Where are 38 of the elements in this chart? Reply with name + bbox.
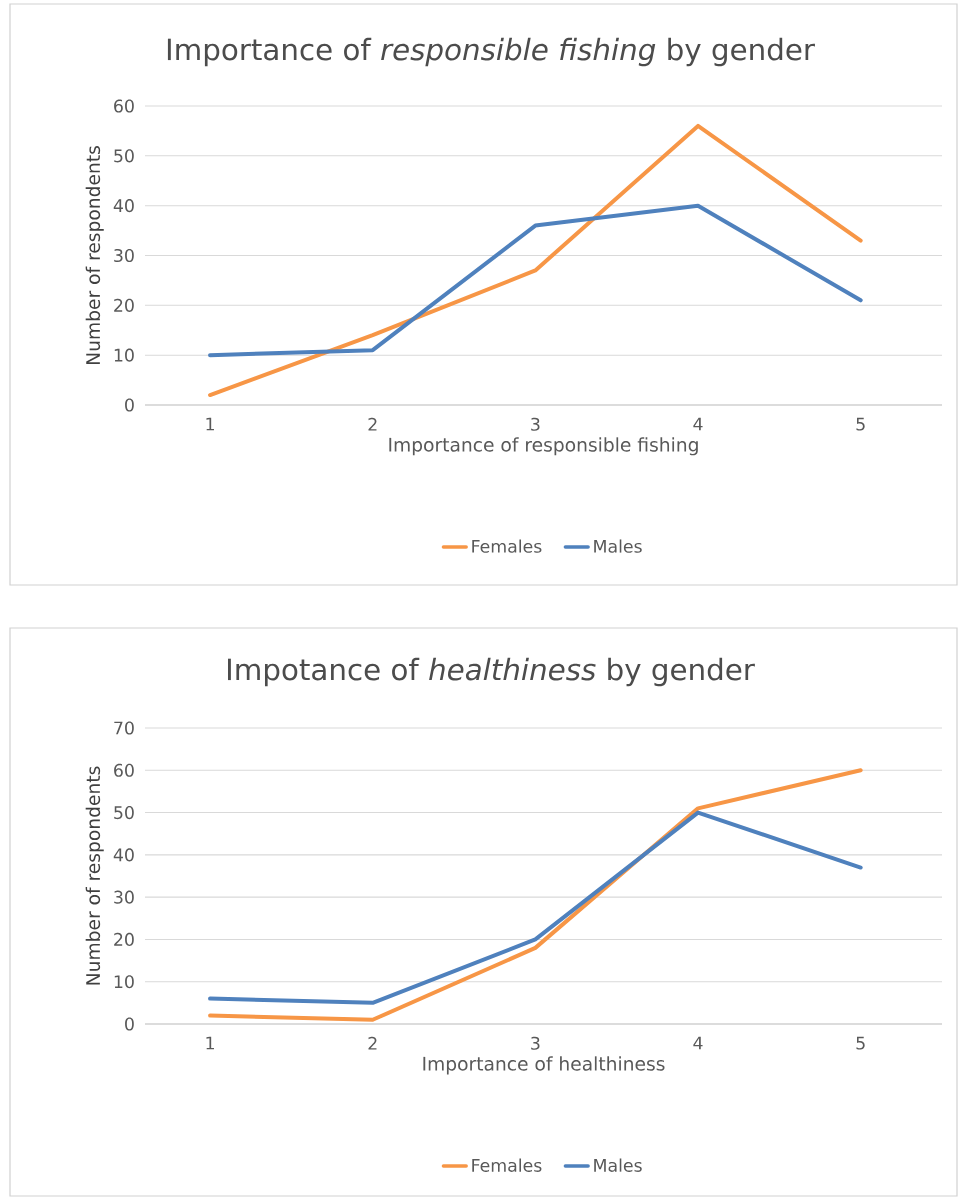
x-tick-label: 1 xyxy=(206,1036,214,1050)
y-tick-label: 30 xyxy=(114,248,134,263)
y-tick-label: 10 xyxy=(114,348,134,362)
line-series xyxy=(208,810,863,1005)
y-tick-label: 40 xyxy=(113,199,134,213)
y-tick-label: 0 xyxy=(125,398,134,412)
y-tick-label: 20 xyxy=(114,932,134,946)
legend-label: Males xyxy=(594,539,642,553)
chart-title: Impotance of healthiness by gender xyxy=(228,657,755,687)
y-tick-label: 10 xyxy=(114,975,134,989)
chart-title: Importance of responsible fishing by gender xyxy=(167,37,815,67)
x-tick-label: 4 xyxy=(693,1036,703,1050)
y-tick-label: 50 xyxy=(114,806,134,820)
x-tick-label: 3 xyxy=(531,1036,540,1050)
x-tick-label: 5 xyxy=(856,417,865,431)
y-tick-label: 50 xyxy=(114,149,134,163)
y-tick-label: 20 xyxy=(114,298,134,312)
y-tick-label: 60 xyxy=(114,763,134,777)
x-tick-label: 4 xyxy=(693,417,703,431)
y-tick-label: 30 xyxy=(114,890,134,904)
x-tick-label: 2 xyxy=(368,1036,377,1050)
x-tick-label: 3 xyxy=(531,417,540,431)
x-axis-title: Importance of responsible fishing xyxy=(389,437,698,456)
legend-label: Females xyxy=(472,1158,542,1172)
line-series xyxy=(208,123,863,398)
y-tick-label: 40 xyxy=(113,848,134,862)
x-axis-title: Importance of healthiness xyxy=(423,1056,665,1075)
y-axis-title: Number of respondents xyxy=(85,146,104,364)
y-tick-label: 70 xyxy=(114,721,134,735)
legend-label: Males xyxy=(594,1158,642,1172)
legend-label: Females xyxy=(472,539,542,553)
x-tick-label: 1 xyxy=(206,417,214,431)
y-tick-label: 0 xyxy=(125,1017,134,1031)
y-axis-title: Number of respondents xyxy=(85,766,104,985)
line-series xyxy=(208,203,863,358)
x-tick-label: 5 xyxy=(856,1036,865,1050)
y-tick-label: 60 xyxy=(114,99,134,113)
x-tick-label: 2 xyxy=(368,417,377,431)
